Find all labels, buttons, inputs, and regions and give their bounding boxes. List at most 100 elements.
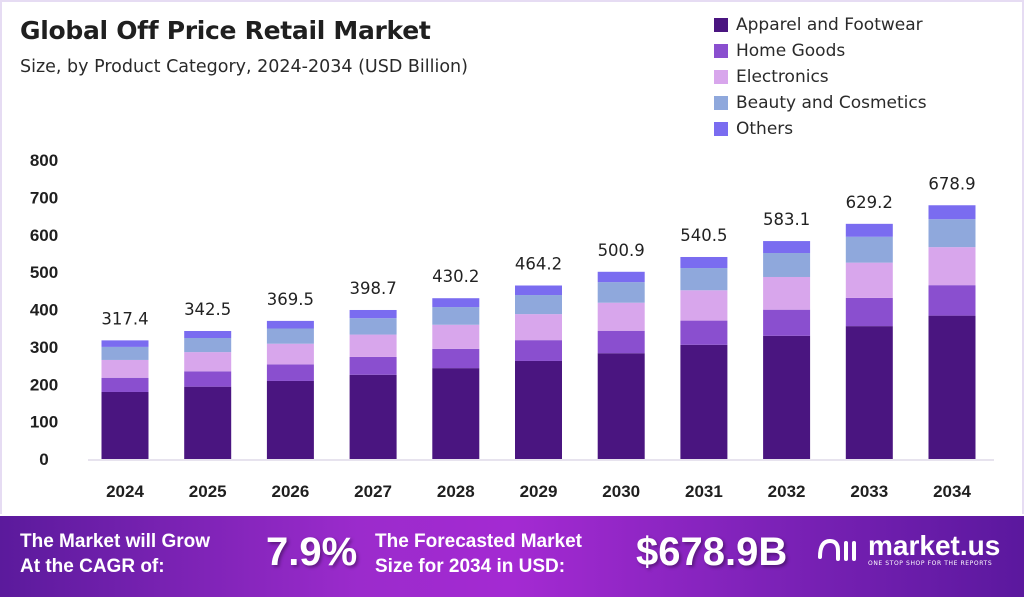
bar-total-label: 317.4: [101, 309, 148, 328]
bar-total-label: 369.5: [267, 290, 314, 309]
bar-segment-apparel-and-footwear: [184, 386, 232, 459]
summary-banner: The Market will Grow At the CAGR of: 7.9…: [0, 516, 1024, 597]
bar-segment-beauty-and-cosmetics: [101, 346, 149, 360]
bar-segment-home-goods: [184, 371, 232, 387]
bar-segment-electronics: [101, 359, 149, 378]
y-tick-label: 100: [30, 413, 58, 432]
cagr-value: 7.9%: [266, 530, 358, 574]
bar-segment-electronics: [597, 302, 645, 331]
bar-segment-electronics: [763, 276, 811, 310]
y-tick-label: 200: [30, 375, 58, 394]
x-tick-label: 2025: [189, 482, 227, 501]
bar-segment-apparel-and-footwear: [763, 335, 811, 459]
bar-segment-beauty-and-cosmetics: [763, 253, 811, 277]
bar-segment-others: [515, 285, 562, 296]
bar-segment-home-goods: [515, 340, 562, 361]
bar-segment-electronics: [845, 262, 893, 298]
bar-segment-electronics: [184, 352, 232, 372]
legend-swatch: [714, 96, 728, 110]
forecast-value: $678.9B: [636, 530, 788, 574]
bar-segment-apparel-and-footwear: [101, 391, 149, 459]
bar-segment-beauty-and-cosmetics: [680, 268, 728, 291]
legend-swatch: [714, 70, 728, 84]
legend-label: Home Goods: [736, 41, 846, 61]
y-tick-label: 600: [30, 226, 58, 245]
bar-total-label: 500.9: [598, 241, 645, 260]
bar-segment-others: [597, 271, 645, 283]
legend-label: Others: [736, 119, 794, 139]
bar-total-label: 464.2: [515, 255, 562, 274]
bar-segment-electronics: [515, 314, 562, 341]
bar-segment-beauty-and-cosmetics: [184, 338, 232, 353]
bar-segment-electronics: [928, 247, 976, 286]
bar-segment-apparel-and-footwear: [349, 374, 397, 459]
bar-segment-others: [763, 241, 811, 254]
legend: Apparel and Footwear Home Goods Electronic…: [714, 12, 927, 142]
y-tick-label: 800: [30, 151, 58, 170]
stacked-bar-chart: 0 100 200 300 400 500 600 700 800 317.4 2024 342.5 2…: [30, 151, 994, 501]
bar-segment-others: [845, 223, 893, 237]
legend-item: Beauty and Cosmetics: [714, 90, 927, 116]
bar-segment-apparel-and-footwear: [432, 368, 480, 459]
x-tick-label: 2026: [271, 482, 309, 501]
x-tick-label: 2024: [106, 482, 144, 501]
bar-segment-others: [101, 340, 149, 347]
bar-total-label: 398.7: [349, 279, 396, 298]
forecast-label-line2: Size for 2034 in USD:: [375, 556, 566, 577]
legend-swatch: [714, 18, 728, 32]
bar-segment-others: [680, 256, 728, 269]
legend-swatch: [714, 122, 728, 136]
bar-segment-beauty-and-cosmetics: [266, 328, 314, 344]
market-us-logo: market.us ONE STOP SHOP FOR THE REPORTS: [816, 532, 1000, 567]
cagr-label-line1: The Market will Grow: [20, 531, 211, 552]
bar-segment-home-goods: [101, 377, 149, 392]
bar-segment-others: [184, 330, 232, 339]
bar-segment-apparel-and-footwear: [845, 326, 893, 459]
cagr-label: The Market will Grow At the CAGR of:: [20, 529, 210, 579]
y-tick-label: 400: [30, 301, 58, 320]
bar-total-label: 430.2: [432, 267, 479, 286]
bar-segment-apparel-and-footwear: [597, 353, 645, 459]
bar-segment-electronics: [266, 343, 314, 365]
forecast-label: The Forecasted Market Size for 2034 in U…: [375, 529, 582, 579]
bar-segment-home-goods: [349, 356, 397, 375]
bar-segment-apparel-and-footwear: [515, 360, 562, 459]
bar-segment-others: [432, 298, 480, 308]
y-tick-label: 300: [30, 338, 58, 357]
x-tick-label: 2032: [768, 482, 806, 501]
bar-segment-beauty-and-cosmetics: [597, 282, 645, 303]
bar-segment-beauty-and-cosmetics: [515, 295, 562, 315]
logo-tagline: ONE STOP SHOP FOR THE REPORTS: [868, 560, 993, 567]
bar-segment-electronics: [349, 334, 397, 357]
bar-segment-electronics: [432, 324, 480, 349]
bar-segment-beauty-and-cosmetics: [845, 236, 893, 263]
bar-segment-home-goods: [928, 285, 976, 316]
bar-segment-home-goods: [845, 297, 893, 327]
bar-segment-home-goods: [597, 330, 645, 354]
bar-segment-home-goods: [763, 309, 811, 336]
bar-segment-beauty-and-cosmetics: [928, 219, 976, 248]
logo-name: market.us: [868, 530, 1001, 561]
y-tick-label: 0: [39, 450, 48, 469]
bar-segment-others: [266, 320, 314, 329]
bar-segment-beauty-and-cosmetics: [432, 307, 480, 325]
x-tick-label: 2034: [933, 482, 971, 501]
legend-label: Beauty and Cosmetics: [736, 93, 927, 113]
cagr-label-line2: At the CAGR of:: [20, 556, 165, 577]
bar-total-label: 342.5: [184, 300, 231, 319]
bar-segment-others: [928, 205, 976, 220]
forecast-label-line1: The Forecasted Market: [375, 531, 582, 552]
chart-subtitle: Size, by Product Category, 2024-2034 (US…: [20, 57, 468, 77]
legend-item: Others: [714, 116, 927, 142]
bar-segment-beauty-and-cosmetics: [349, 318, 397, 335]
bar-total-label: 629.2: [846, 193, 893, 212]
x-tick-label: 2027: [354, 482, 392, 501]
legend-swatch: [714, 44, 728, 58]
y-tick-label: 500: [30, 263, 58, 282]
x-tick-label: 2031: [685, 482, 723, 501]
bar-total-label: 678.9: [928, 174, 975, 193]
bar-segment-apparel-and-footwear: [928, 315, 976, 459]
chart-title: Global Off Price Retail Market: [20, 16, 431, 45]
legend-label: Electronics: [736, 67, 829, 87]
legend-item: Apparel and Footwear: [714, 12, 927, 38]
